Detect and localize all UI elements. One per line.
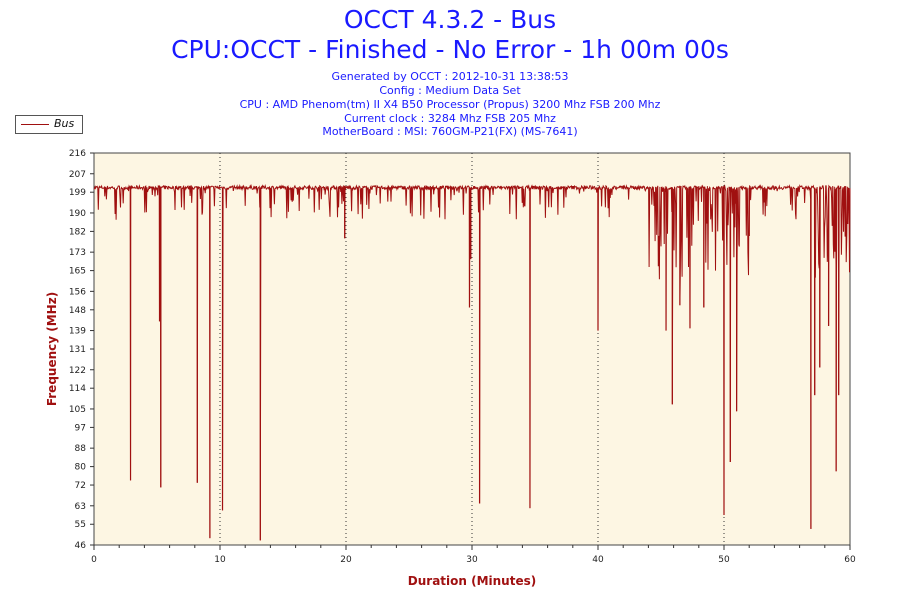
y-axis-label: Frequency (MHz): [45, 292, 59, 406]
x-tick-label: 30: [466, 555, 478, 565]
y-tick-label: 216: [69, 149, 86, 159]
y-tick-label: 165: [69, 267, 86, 277]
legend-swatch: [21, 124, 49, 125]
y-tick-label: 80: [75, 463, 87, 473]
x-tick-label: 60: [844, 555, 856, 565]
y-tick-label: 97: [75, 423, 86, 433]
chart-subtitle: CPU:OCCT - Finished - No Error - 1h 00m …: [171, 35, 729, 64]
y-tick-label: 105: [69, 405, 86, 415]
x-tick-label: 50: [718, 555, 730, 565]
y-tick-label: 156: [69, 287, 86, 297]
y-tick-label: 173: [69, 248, 86, 258]
y-tick-label: 88: [75, 444, 87, 454]
y-tick-label: 55: [75, 520, 86, 530]
y-tick-label: 148: [69, 306, 86, 316]
chart-title: OCCT 4.3.2 - Bus: [343, 5, 557, 34]
y-tick-label: 139: [69, 327, 86, 337]
y-tick-label: 207: [69, 170, 86, 180]
info-config: Config : Medium Data Set: [379, 84, 521, 97]
info-motherboard: MotherBoard : MSI: 760GM-P21(FX) (MS-764…: [322, 125, 578, 138]
x-tick-label: 20: [340, 555, 352, 565]
x-tick-label: 0: [91, 555, 97, 565]
series-line-bus: [93, 183, 851, 541]
y-tick-label: 46: [75, 541, 87, 551]
info-cpu: CPU : AMD Phenom(tm) II X4 B50 Processor…: [239, 98, 661, 111]
y-tick-label: 114: [69, 384, 86, 394]
y-tick-label: 199: [69, 188, 86, 198]
y-tick-label: 122: [69, 366, 86, 376]
legend-label: Bus: [54, 117, 75, 130]
x-tick-label: 40: [592, 555, 604, 565]
info-generated: Generated by OCCT : 2012-10-31 13:38:53: [331, 70, 569, 83]
x-tick-label: 10: [214, 555, 226, 565]
legend: Bus: [15, 115, 83, 134]
y-tick-label: 190: [69, 209, 86, 219]
y-tick-label: 72: [75, 481, 86, 491]
y-tick-label: 131: [69, 345, 86, 355]
info-clock: Current clock : 3284 Mhz FSB 205 Mhz: [344, 112, 556, 125]
y-tick-label: 182: [69, 227, 86, 237]
x-axis-label: Duration (Minutes): [408, 574, 536, 588]
y-tick-label: 63: [75, 502, 86, 512]
